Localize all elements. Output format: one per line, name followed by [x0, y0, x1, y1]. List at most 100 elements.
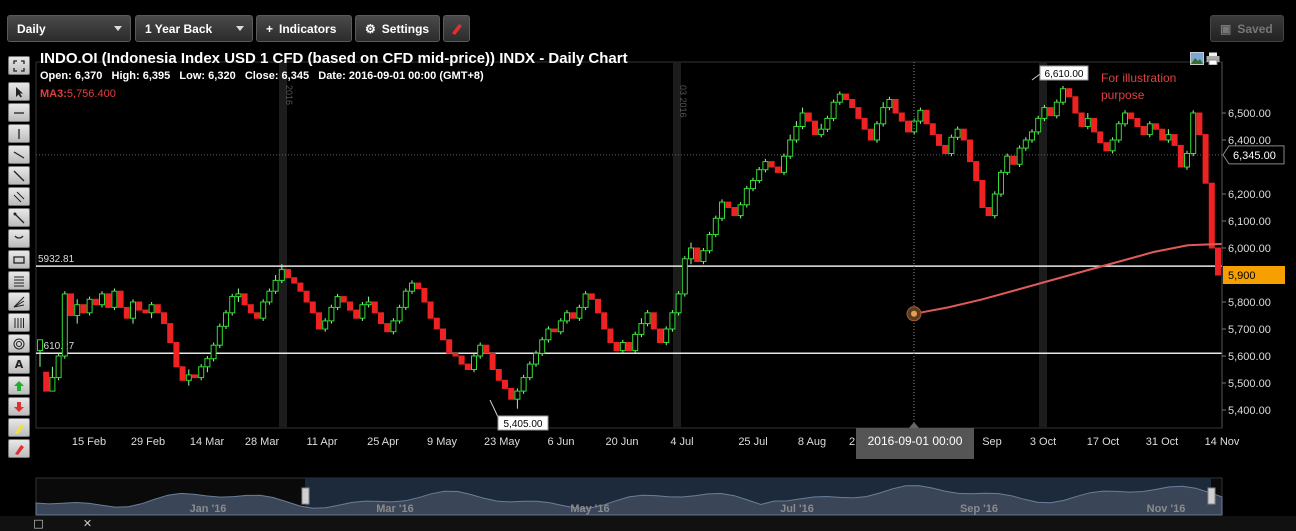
settings-button[interactable]: ⚙ Settings [355, 15, 440, 42]
eraser-tool[interactable] [8, 439, 30, 458]
candle-body [371, 301, 378, 314]
chevron-down-icon [236, 26, 244, 31]
candle [1060, 86, 1066, 105]
ray-tool[interactable] [8, 166, 30, 185]
horizontal-line-tool[interactable] [8, 103, 30, 122]
candle-body [799, 112, 806, 127]
callout-leader [1031, 73, 1041, 81]
arrow-line-icon [13, 212, 25, 223]
candle-body [1134, 117, 1141, 128]
candle-body [1047, 107, 1054, 117]
candle-body [545, 328, 552, 341]
candle-body [787, 139, 794, 157]
spiral-tool[interactable] [8, 334, 30, 353]
candle-body [241, 293, 248, 306]
candle-body [37, 339, 43, 352]
close-icon[interactable]: ✕ [82, 517, 93, 530]
price-callouts: 6,610.00 5,405.00 [489, 65, 1089, 431]
range-dropdown[interactable]: 1 Year Back [135, 15, 253, 42]
candle-body [136, 301, 143, 311]
candle [1140, 126, 1147, 136]
saved-button[interactable]: ▣ Saved [1210, 15, 1284, 42]
close-label: Close: [244, 70, 279, 82]
candle [402, 288, 409, 311]
x-tick-label: 4 Jul [670, 436, 693, 448]
current-price-tag [1222, 145, 1285, 165]
arrow-down-icon [14, 401, 24, 412]
pointer-tool[interactable] [8, 82, 30, 101]
candle [55, 353, 62, 381]
trend-line-tool[interactable] [8, 145, 30, 164]
candle-body [495, 369, 502, 381]
candle [688, 242, 694, 265]
candle [136, 301, 143, 311]
candle [1184, 150, 1190, 170]
vertical-line-tool[interactable] [8, 124, 30, 143]
candle-body [582, 293, 589, 308]
candle [229, 293, 236, 316]
arrow-line-tool[interactable] [8, 208, 30, 227]
candle-body [415, 282, 422, 290]
x-tick-label: 20 Jun [605, 436, 638, 448]
candle-body [520, 377, 527, 392]
candle [353, 309, 360, 319]
arc-tool[interactable] [8, 229, 30, 248]
sell-arrow-tool[interactable] [8, 397, 30, 416]
fib-lines-icon [14, 276, 24, 286]
candle-body [117, 290, 124, 308]
candle [161, 312, 167, 325]
candle [632, 331, 639, 354]
candle-body [61, 293, 68, 357]
image-export-icon[interactable] [1190, 52, 1204, 65]
channel-tool[interactable] [8, 187, 30, 206]
y-tick-label: 6,200.00 [1228, 189, 1271, 201]
candle [1109, 137, 1116, 154]
fullscreen-tool[interactable] [8, 56, 30, 75]
y-tick-label: 6,000.00 [1228, 243, 1271, 255]
candle [192, 374, 198, 379]
candle [254, 312, 260, 319]
candle-body [1035, 117, 1042, 133]
candle-body [681, 258, 688, 295]
indicators-button[interactable]: + Indicators [256, 15, 352, 42]
illustration-note: For illustration purpose [1101, 70, 1176, 104]
month-separator-label: 03 2016 [678, 85, 688, 118]
rectangle-tool[interactable] [8, 250, 30, 269]
candle-body [861, 117, 868, 130]
candle-body [185, 374, 192, 381]
candle-body [526, 363, 533, 379]
highlighter-tool[interactable] [8, 418, 30, 437]
candle [731, 207, 738, 217]
candle [607, 328, 614, 343]
minimize-icon[interactable]: □ [33, 517, 44, 530]
candle [514, 388, 521, 409]
print-icon[interactable] [1206, 52, 1220, 65]
candle [303, 290, 310, 303]
candle-body [1128, 112, 1135, 119]
candle [756, 167, 763, 184]
fib-fan-tool[interactable] [8, 292, 30, 311]
candle [836, 91, 843, 105]
eraser-icon [451, 23, 462, 35]
candle [564, 310, 570, 324]
callout-low-label: 5,405.00 [504, 419, 543, 430]
candle [371, 301, 378, 314]
candle [793, 121, 800, 143]
delete-button[interactable] [443, 15, 470, 42]
candle [340, 296, 347, 303]
candle [347, 301, 353, 311]
navigator-label: Jul '16 [780, 503, 814, 515]
month-separator-label: 2016 [284, 85, 294, 105]
candle [799, 107, 806, 130]
fib-time-zones-tool[interactable] [8, 313, 30, 332]
candle-body [712, 217, 719, 236]
interval-dropdown[interactable]: Daily [7, 15, 131, 42]
text-tool[interactable]: A [8, 355, 30, 374]
ma-label: MA3: [40, 88, 67, 100]
candle-body [700, 250, 707, 262]
x-tick-label: 25 Jul [738, 436, 767, 448]
buy-arrow-tool[interactable] [8, 376, 30, 395]
candle-body [192, 374, 198, 379]
candle [409, 280, 415, 294]
fib-retracement-tool[interactable] [8, 271, 30, 290]
